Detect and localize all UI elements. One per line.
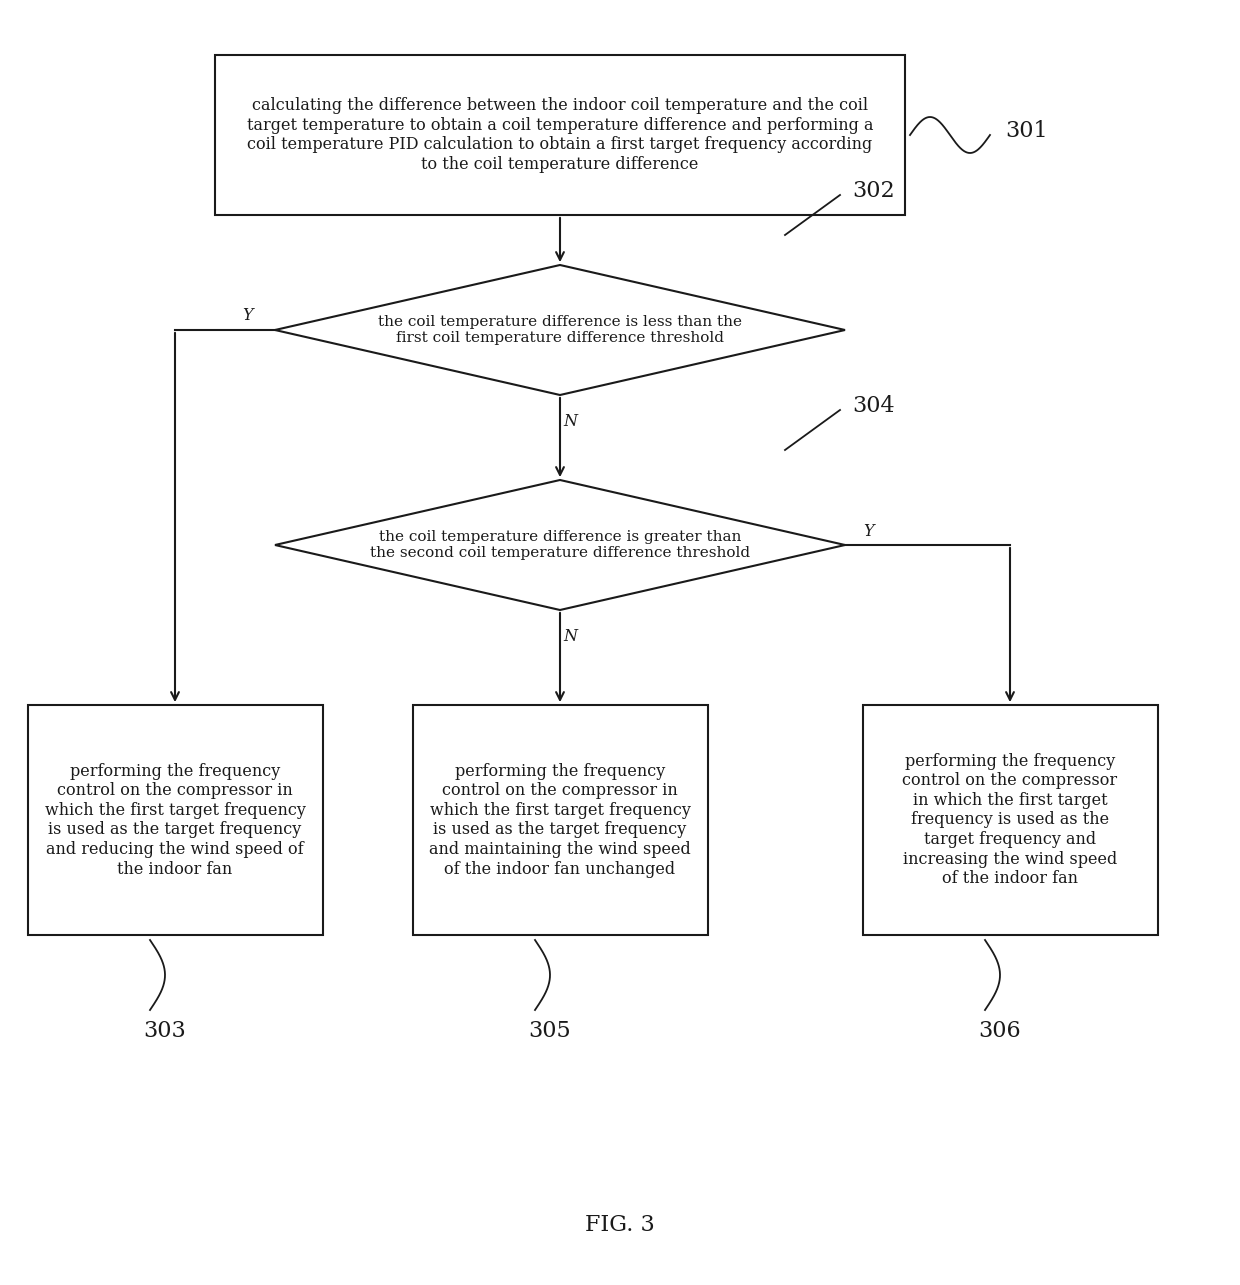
Text: Y: Y <box>863 523 874 540</box>
FancyBboxPatch shape <box>863 705 1157 935</box>
Text: 303: 303 <box>144 1020 186 1042</box>
Text: 301: 301 <box>1004 120 1048 143</box>
Text: the coil temperature difference is less than the
first coil temperature differen: the coil temperature difference is less … <box>378 315 742 346</box>
FancyBboxPatch shape <box>413 705 708 935</box>
FancyBboxPatch shape <box>27 705 322 935</box>
Polygon shape <box>275 481 844 610</box>
Text: 304: 304 <box>852 394 894 418</box>
Text: performing the frequency
control on the compressor in
which the first target fre: performing the frequency control on the … <box>429 762 691 878</box>
Text: N: N <box>563 628 577 645</box>
Text: N: N <box>563 412 577 430</box>
Text: the coil temperature difference is greater than
the second coil temperature diff: the coil temperature difference is great… <box>370 529 750 560</box>
Text: FIG. 3: FIG. 3 <box>585 1214 655 1236</box>
Polygon shape <box>275 265 844 394</box>
Text: performing the frequency
control on the compressor in
which the first target fre: performing the frequency control on the … <box>45 762 305 878</box>
Text: Y: Y <box>242 307 253 325</box>
Text: 306: 306 <box>978 1020 1022 1042</box>
Text: calculating the difference between the indoor coil temperature and the coil
targ: calculating the difference between the i… <box>247 98 873 173</box>
Text: 302: 302 <box>852 180 894 202</box>
Text: 305: 305 <box>528 1020 572 1042</box>
FancyBboxPatch shape <box>215 55 905 215</box>
Text: performing the frequency
control on the compressor
in which the first target
fre: performing the frequency control on the … <box>903 753 1117 888</box>
